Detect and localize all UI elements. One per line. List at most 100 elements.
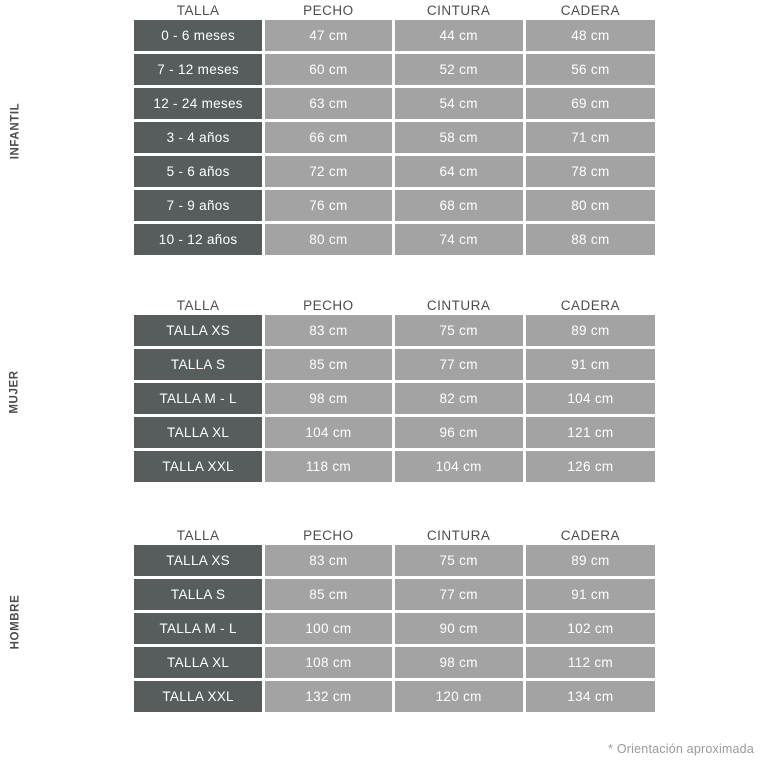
table-row: 7 - 12 meses 60 cm 52 cm 56 cm: [134, 54, 656, 85]
size-name-cell: 10 - 12 años: [134, 224, 263, 255]
size-table-hombre: HOMBRE TALLA PECHO CINTURA CADERA TALLA XS 83 …: [0, 525, 770, 718]
size-name-cell: TALLA XL: [134, 417, 263, 448]
measurement-cell: 71 cm: [525, 122, 656, 153]
table-header-row: TALLA PECHO CINTURA CADERA: [134, 295, 655, 315]
measurement-cell: 75 cm: [394, 315, 523, 346]
measurement-cell: 77 cm: [394, 349, 523, 380]
measurement-cell: 76 cm: [265, 190, 392, 221]
size-name-cell: 12 - 24 meses: [134, 88, 263, 119]
size-name-cell: TALLA XXL: [134, 681, 263, 712]
measurement-cell: 118 cm: [265, 451, 392, 482]
measurement-cell: 88 cm: [525, 224, 656, 255]
measurement-cell: 120 cm: [394, 681, 523, 712]
size-name-cell: TALLA XS: [134, 545, 263, 576]
table-header-row: TALLA PECHO CINTURA CADERA: [134, 525, 655, 545]
measurement-cell: 90 cm: [394, 613, 523, 644]
measurement-cell: 80 cm: [265, 224, 392, 255]
column-header-pecho: PECHO: [303, 2, 354, 18]
table-body: TALLA XS 83 cm 75 cm 89 cm TALLA S 85 cm 77 cm…: [134, 315, 656, 482]
table-row: TALLA S 85 cm 77 cm 91 cm: [134, 579, 656, 610]
size-name-cell: 0 - 6 meses: [134, 20, 263, 51]
size-name-cell: 5 - 6 años: [134, 156, 263, 187]
measurement-cell: 104 cm: [525, 383, 656, 414]
measurement-cell: 89 cm: [525, 315, 656, 346]
category-label-text: MUJER: [9, 369, 22, 414]
table-row: TALLA XS 83 cm 75 cm 89 cm: [134, 545, 656, 576]
table-row: TALLA S 85 cm 77 cm 91 cm: [134, 349, 656, 380]
measurement-cell: 91 cm: [525, 349, 656, 380]
size-name-cell: TALLA XS: [134, 315, 263, 346]
measurement-cell: 91 cm: [525, 579, 656, 610]
size-name-cell: TALLA M - L: [134, 383, 263, 414]
size-name-cell: TALLA XXL: [134, 451, 263, 482]
size-name-cell: 7 - 9 años: [134, 190, 263, 221]
measurement-cell: 78 cm: [525, 156, 656, 187]
table-row: 7 - 9 años 76 cm 68 cm 80 cm: [134, 190, 656, 221]
table-header-row: TALLA PECHO CINTURA CADERA: [134, 0, 655, 20]
measurement-cell: 58 cm: [394, 122, 523, 153]
measurement-cell: 69 cm: [525, 88, 656, 119]
category-label-text: HOMBRE: [9, 594, 21, 649]
measurement-cell: 126 cm: [525, 451, 656, 482]
table-row: TALLA XXL 118 cm 104 cm 126 cm: [134, 451, 656, 482]
measurement-cell: 72 cm: [265, 156, 392, 187]
table-row: 5 - 6 años 72 cm 64 cm 78 cm: [134, 156, 656, 187]
measurement-cell: 47 cm: [265, 20, 392, 51]
measurement-cell: 134 cm: [525, 681, 656, 712]
table-row: 10 - 12 años 80 cm 74 cm 88 cm: [134, 224, 656, 255]
measurement-cell: 56 cm: [525, 54, 656, 85]
measurement-cell: 100 cm: [265, 613, 392, 644]
measurement-cell: 54 cm: [394, 88, 523, 119]
category-label-mujer: MUJER: [0, 295, 30, 488]
size-name-cell: TALLA S: [134, 579, 263, 610]
table-wrapper: TALLA PECHO CINTURA CADERA TALLA XS 83 cm 75 c…: [134, 295, 656, 482]
column-header-pecho: PECHO: [303, 527, 354, 543]
measurement-cell: 75 cm: [394, 545, 523, 576]
measurement-cell: 85 cm: [265, 349, 392, 380]
column-header-talla: TALLA: [176, 2, 220, 18]
category-label-hombre: HOMBRE: [0, 525, 30, 718]
measurement-cell: 80 cm: [525, 190, 656, 221]
table-row: 12 - 24 meses 63 cm 54 cm 69 cm: [134, 88, 656, 119]
measurement-cell: 60 cm: [265, 54, 392, 85]
column-header-cadera: CADERA: [560, 527, 621, 543]
measurement-cell: 98 cm: [265, 383, 392, 414]
table-wrapper: TALLA PECHO CINTURA CADERA 0 - 6 meses 47 cm 4…: [134, 0, 656, 255]
measurement-cell: 82 cm: [394, 383, 523, 414]
column-header-cintura: CINTURA: [426, 297, 491, 313]
size-name-cell: 7 - 12 meses: [134, 54, 263, 85]
measurement-cell: 66 cm: [265, 122, 392, 153]
size-name-cell: 3 - 4 años: [134, 122, 263, 153]
column-header-cintura: CINTURA: [426, 527, 491, 543]
measurement-cell: 104 cm: [265, 417, 392, 448]
measurement-cell: 98 cm: [394, 647, 523, 678]
table-body: 0 - 6 meses 47 cm 44 cm 48 cm 7 - 12 meses 60…: [134, 20, 656, 255]
table-row: TALLA M - L 98 cm 82 cm 104 cm: [134, 383, 656, 414]
measurement-cell: 83 cm: [265, 315, 392, 346]
category-label-infantil: INFANTIL: [0, 0, 30, 261]
table-wrapper: TALLA PECHO CINTURA CADERA TALLA XS 83 cm 75 c…: [134, 525, 656, 712]
measurement-cell: 85 cm: [265, 579, 392, 610]
category-label-text: INFANTIL: [9, 102, 22, 159]
column-header-cadera: CADERA: [560, 2, 621, 18]
table-row: TALLA XL 104 cm 96 cm 121 cm: [134, 417, 656, 448]
table-row: TALLA XL 108 cm 98 cm 112 cm: [134, 647, 656, 678]
column-header-cadera: CADERA: [560, 297, 621, 313]
measurement-cell: 102 cm: [525, 613, 656, 644]
table-row: 0 - 6 meses 47 cm 44 cm 48 cm: [134, 20, 656, 51]
size-name-cell: TALLA XL: [134, 647, 263, 678]
measurement-cell: 52 cm: [394, 54, 523, 85]
size-table-mujer: MUJER TALLA PECHO CINTURA CADERA TALLA XS 83 c…: [0, 295, 770, 488]
table-body: TALLA XS 83 cm 75 cm 89 cm TALLA S 85 cm 77 cm…: [134, 545, 656, 712]
measurement-cell: 68 cm: [394, 190, 523, 221]
table-row: TALLA XS 83 cm 75 cm 89 cm: [134, 315, 656, 346]
measurement-cell: 104 cm: [394, 451, 523, 482]
size-name-cell: TALLA M - L: [134, 613, 263, 644]
column-header-talla: TALLA: [176, 527, 220, 543]
size-name-cell: TALLA S: [134, 349, 263, 380]
measurement-cell: 48 cm: [525, 20, 656, 51]
measurement-cell: 132 cm: [265, 681, 392, 712]
measurement-cell: 83 cm: [265, 545, 392, 576]
column-header-cintura: CINTURA: [426, 2, 491, 18]
